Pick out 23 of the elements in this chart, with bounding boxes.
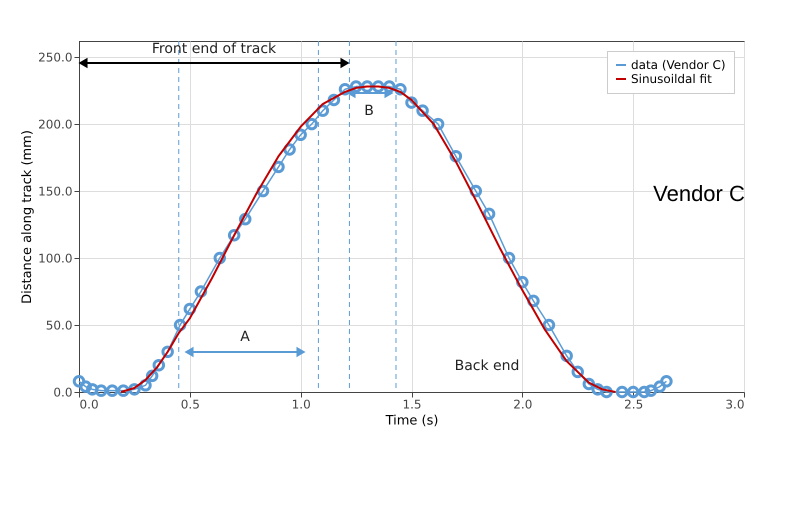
x-tick-label: 3.0 <box>725 398 744 412</box>
legend-label: data (Vendor C) <box>631 58 726 72</box>
y-tick-label: 150.0 <box>38 184 72 199</box>
x-tick-label: 1.0 <box>292 398 311 412</box>
annotation: A <box>240 329 250 345</box>
y-tick-label: 250.0 <box>38 50 72 65</box>
legend-label: Sinusoildal fit <box>631 72 712 86</box>
annotation: Front end of track <box>152 41 278 57</box>
x-tick-label: 2.5 <box>624 398 644 412</box>
y-tick-label: 0.0 <box>53 386 72 400</box>
y-tick-label: 50.0 <box>46 318 72 333</box>
annotation: B <box>364 103 374 119</box>
x-tick-label: 2.0 <box>513 398 532 412</box>
annotation: Back end <box>454 358 520 374</box>
x-axis-title: Time (s) <box>384 414 438 428</box>
x-tick-label: 1.5 <box>402 398 422 412</box>
annotation: Vendor C <box>653 181 745 206</box>
line-series <box>120 86 616 393</box>
x-tick-label: 0.5 <box>180 398 200 412</box>
y-tick-label: 100.0 <box>38 252 72 266</box>
y-axis-title: Distance along track (mm) <box>20 130 36 304</box>
x-tick-label: 0.0 <box>80 398 99 412</box>
y-tick-label: 200.0 <box>38 118 72 132</box>
